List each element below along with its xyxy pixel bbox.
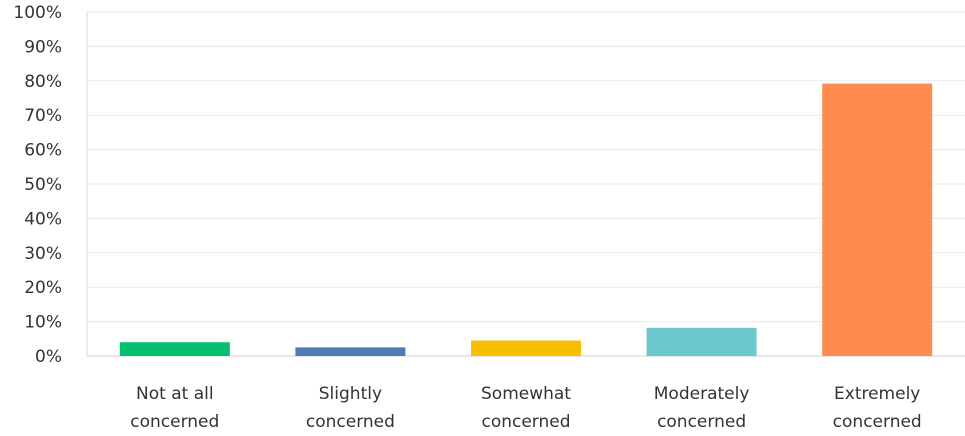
x-category-label-line: Moderately [654,384,750,404]
x-category-label: Somewhat concerned [481,384,571,432]
y-tick-label: 40% [24,209,62,229]
x-category-label-line: concerned [481,412,570,432]
y-tick-label: 20% [24,278,62,298]
y-tick-label: 100% [13,3,62,23]
x-category-label-line: Somewhat [481,384,571,404]
y-tick-label: 60% [24,141,62,161]
bar [119,342,230,356]
y-tick-label: 30% [24,244,62,264]
x-category-label-line: Slightly [319,384,382,404]
x-category-label: Not at all concerned [130,384,219,432]
x-category-label-line: Extremely [834,384,920,404]
bars [119,83,933,356]
bar [822,83,933,356]
bar [646,327,757,356]
y-tick-label: 50% [24,175,62,195]
y-axis: 0% 10% 20% 30% 40% 50% 60% 70% 80% 90% 100% [13,3,62,367]
y-tick-label: 70% [24,106,62,126]
x-category-label-line: concerned [657,412,746,432]
x-category-label-line: concerned [833,412,922,432]
grid-lines [86,11,965,357]
x-category-label: Moderately concerned [654,384,750,432]
x-category-label-line: concerned [130,412,219,432]
x-category-label-line: concerned [306,412,395,432]
x-category-label: Slightly concerned [306,384,395,432]
y-tick-label: 10% [24,313,62,333]
y-tick-label: 90% [24,37,62,57]
y-tick-label: 80% [24,72,62,92]
bar [471,340,581,356]
x-category-label: Extremely concerned [833,384,922,432]
y-tick-label: 0% [35,347,62,367]
x-category-label-line: Not at all [136,384,214,404]
bar [295,347,406,356]
